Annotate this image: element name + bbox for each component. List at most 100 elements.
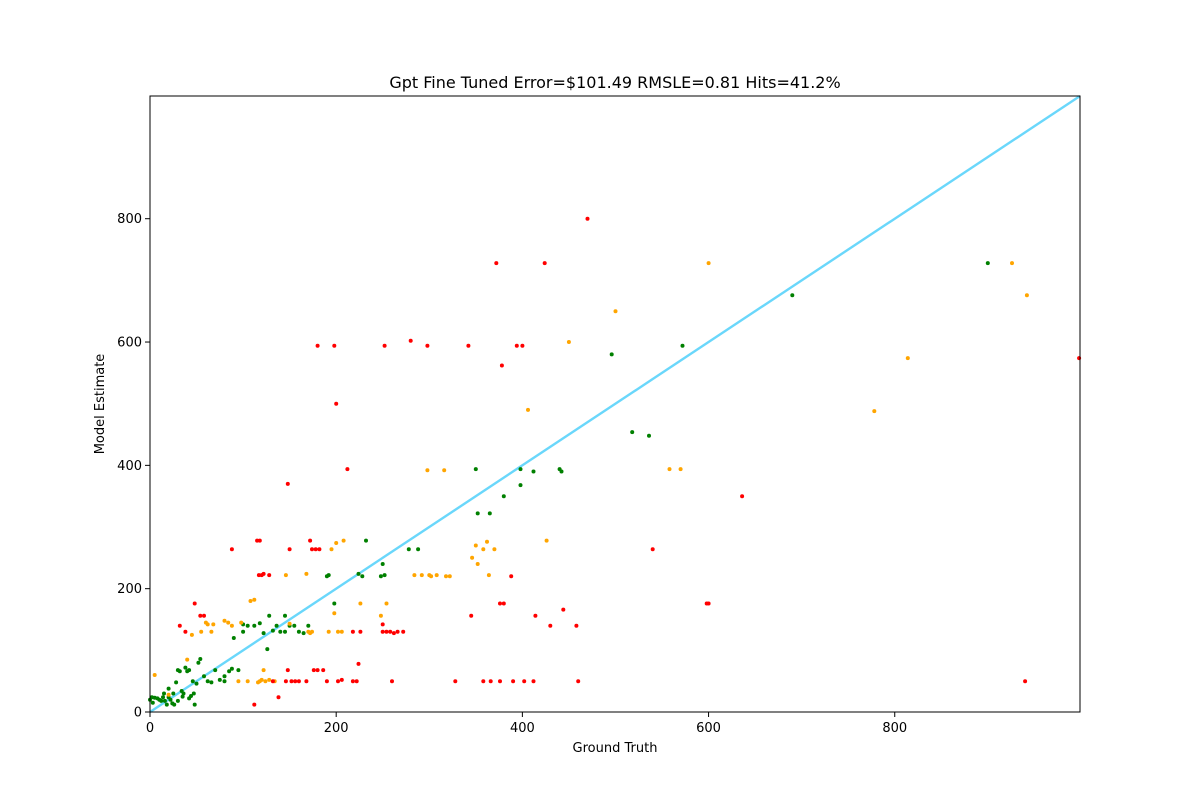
x-tick-label: 400	[510, 721, 535, 736]
data-point-green	[501, 494, 506, 499]
data-point-green	[252, 623, 257, 628]
chart-title: Gpt Fine Tuned Error=$101.49 RMSLE=0.81 …	[389, 73, 840, 92]
data-point-orange	[267, 677, 272, 682]
data-point-orange	[470, 555, 475, 560]
data-point-green	[222, 679, 227, 684]
data-point-orange	[358, 601, 363, 606]
data-point-orange	[475, 562, 480, 566]
data-point-orange	[613, 309, 618, 314]
data-point-orange	[326, 629, 331, 634]
data-point-orange	[329, 547, 334, 552]
data-point-green	[380, 562, 385, 566]
y-tick-label: 600	[117, 336, 142, 351]
data-point-orange	[283, 573, 288, 578]
data-point-red	[453, 679, 458, 684]
data-point-green	[267, 613, 272, 618]
data-point-red	[350, 679, 355, 684]
data-point-red	[261, 571, 266, 576]
data-point-red	[390, 679, 394, 684]
data-point-green	[360, 574, 365, 579]
data-point-red	[469, 613, 474, 618]
data-point-red	[542, 261, 547, 266]
data-point-green	[270, 628, 275, 633]
data-point-green	[194, 681, 199, 686]
x-axis-label: Ground Truth	[573, 741, 658, 756]
data-point-red	[408, 338, 413, 343]
data-point-red	[514, 343, 519, 348]
x-tick-label: 200	[324, 721, 349, 736]
data-point-red	[388, 629, 393, 634]
data-point-red	[192, 601, 197, 606]
data-point-red	[285, 668, 290, 673]
data-point-red	[283, 679, 288, 684]
data-point-red	[488, 679, 493, 684]
x-axis: 0 200 400 600 800	[146, 712, 907, 736]
data-point-red	[267, 573, 272, 578]
data-point-green	[647, 433, 651, 438]
x-tick-label: 600	[696, 721, 721, 736]
data-point-green	[630, 430, 635, 435]
data-point-red	[313, 547, 318, 552]
data-point-red	[494, 261, 499, 266]
data-point-green	[162, 698, 167, 703]
data-point-green	[283, 613, 287, 618]
data-point-red	[1023, 679, 1028, 684]
data-point-red	[380, 622, 385, 627]
data-point-green	[150, 700, 155, 705]
data-point-green	[473, 467, 478, 472]
data-point-orange	[434, 573, 439, 578]
data-point-green	[198, 657, 203, 661]
data-point-green	[236, 668, 241, 673]
data-point-green	[222, 674, 227, 679]
data-point-red	[276, 695, 281, 700]
data-point-red	[202, 613, 206, 618]
data-point-red	[380, 629, 385, 634]
data-point-green	[205, 679, 210, 684]
data-point-red	[548, 623, 553, 628]
data-point-red	[499, 363, 504, 368]
data-point-orange	[252, 597, 257, 602]
data-point-green	[406, 547, 411, 552]
data-point-green	[332, 601, 337, 606]
data-point-orange	[1010, 261, 1014, 266]
data-point-orange	[678, 467, 683, 472]
data-point-red	[293, 679, 298, 684]
data-point-green	[217, 677, 222, 682]
data-point-red	[466, 343, 471, 348]
data-point-orange	[263, 679, 268, 684]
data-point-orange	[185, 657, 190, 662]
data-point-red	[382, 343, 387, 348]
data-point-red	[354, 679, 359, 684]
data-point-green	[257, 621, 262, 626]
data-point-red	[304, 679, 309, 684]
data-point-orange	[226, 620, 231, 625]
data-point-red	[498, 679, 502, 684]
data-point-red	[311, 668, 316, 673]
data-point-green	[196, 660, 201, 665]
data-point-red	[384, 629, 389, 634]
data-point-orange	[304, 571, 309, 576]
data-point-orange	[339, 629, 344, 634]
data-point-green	[241, 629, 246, 634]
data-point-green	[475, 511, 480, 516]
data-point-orange	[485, 539, 489, 544]
data-point-green	[171, 691, 176, 696]
data-point-green	[180, 694, 185, 699]
data-point-green	[172, 702, 177, 707]
data-point-red	[706, 601, 711, 606]
data-point-green	[183, 665, 188, 670]
data-point-orange	[706, 261, 711, 266]
data-point-orange	[239, 620, 244, 625]
y-tick-label: 0	[134, 706, 142, 721]
data-point-red	[198, 613, 203, 618]
data-point-orange	[667, 467, 672, 472]
data-point-orange	[378, 613, 383, 618]
data-point-green	[278, 629, 283, 634]
data-point-orange	[336, 629, 340, 634]
data-point-green	[261, 631, 266, 636]
data-point-orange	[211, 622, 216, 627]
data-point-green	[174, 680, 179, 685]
data-point-green	[378, 574, 383, 579]
data-point-orange	[248, 599, 253, 603]
data-point-orange	[1024, 293, 1029, 298]
